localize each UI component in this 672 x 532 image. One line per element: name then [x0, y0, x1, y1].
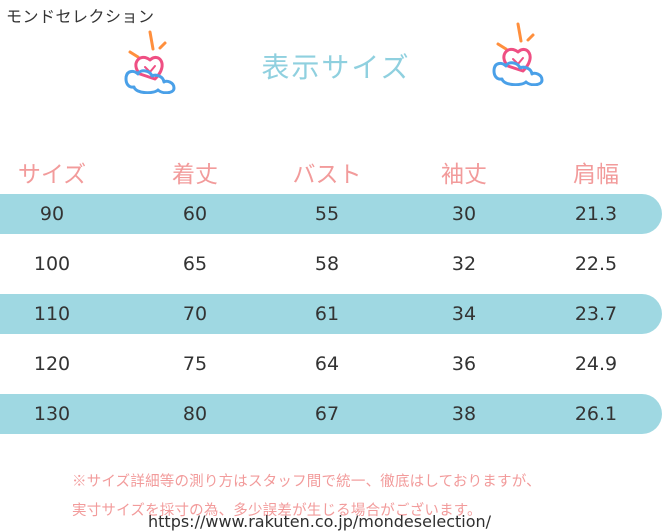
- heart-sparkle-icon: [120, 24, 184, 95]
- column-header-sleeve: 袖丈: [441, 162, 487, 188]
- length-cell: 65: [182, 253, 208, 275]
- page-title: 表示サイズ: [261, 51, 411, 84]
- column-header-length: 着丈: [172, 162, 218, 188]
- table-row: 110 70 61 34 23.7: [0, 294, 672, 334]
- length-cell: 80: [182, 403, 208, 425]
- table-row: 90 60 55 30 21.3: [0, 194, 672, 234]
- column-header-shoulder: 肩幅: [573, 162, 619, 188]
- size-note: ※サイズ詳細等の測り方はスタッフ間で統一、徹底はしておりますが、: [72, 474, 541, 490]
- table-row: 100 65 58 32 22.5: [0, 244, 672, 284]
- table-row: 120 75 64 36 24.9: [0, 344, 672, 384]
- bust-cell: 58: [314, 253, 340, 275]
- sleeve-cell: 32: [451, 253, 477, 275]
- bust-cell: 55: [314, 203, 340, 225]
- table-header: サイズ 着丈 バスト 袖丈 肩幅: [0, 154, 672, 190]
- size-cell: 90: [39, 203, 65, 225]
- shoulder-cell: 26.1: [574, 403, 618, 425]
- size-cell: 100: [33, 253, 71, 275]
- shoulder-cell: 21.3: [574, 203, 618, 225]
- bust-cell: 64: [314, 353, 340, 375]
- length-cell: 70: [182, 303, 208, 325]
- size-cell: 110: [33, 303, 71, 325]
- bust-cell: 61: [314, 303, 340, 325]
- column-header-bust: バスト: [292, 162, 362, 188]
- shop-url: https://www.rakuten.co.jp/mondeselection…: [148, 512, 492, 531]
- column-header-size: サイズ: [17, 162, 87, 188]
- length-cell: 75: [182, 353, 208, 375]
- sleeve-cell: 30: [451, 203, 477, 225]
- sleeve-cell: 36: [451, 353, 477, 375]
- table-row: 130 80 67 38 26.1: [0, 394, 672, 434]
- size-cell: 120: [33, 353, 71, 375]
- sleeve-cell: 34: [451, 303, 477, 325]
- size-cell: 130: [33, 403, 71, 425]
- length-cell: 60: [182, 203, 208, 225]
- shoulder-cell: 24.9: [574, 353, 618, 375]
- size-note: 実寸サイズを採寸の為、多少誤差が生じる場合がございます。: [72, 503, 482, 519]
- bust-cell: 67: [314, 403, 340, 425]
- sleeve-cell: 38: [451, 403, 477, 425]
- shoulder-cell: 22.5: [574, 253, 618, 275]
- heart-sparkle-icon: [488, 16, 552, 87]
- shoulder-cell: 23.7: [574, 303, 618, 325]
- brand-name: モンドセレクション: [6, 7, 155, 26]
